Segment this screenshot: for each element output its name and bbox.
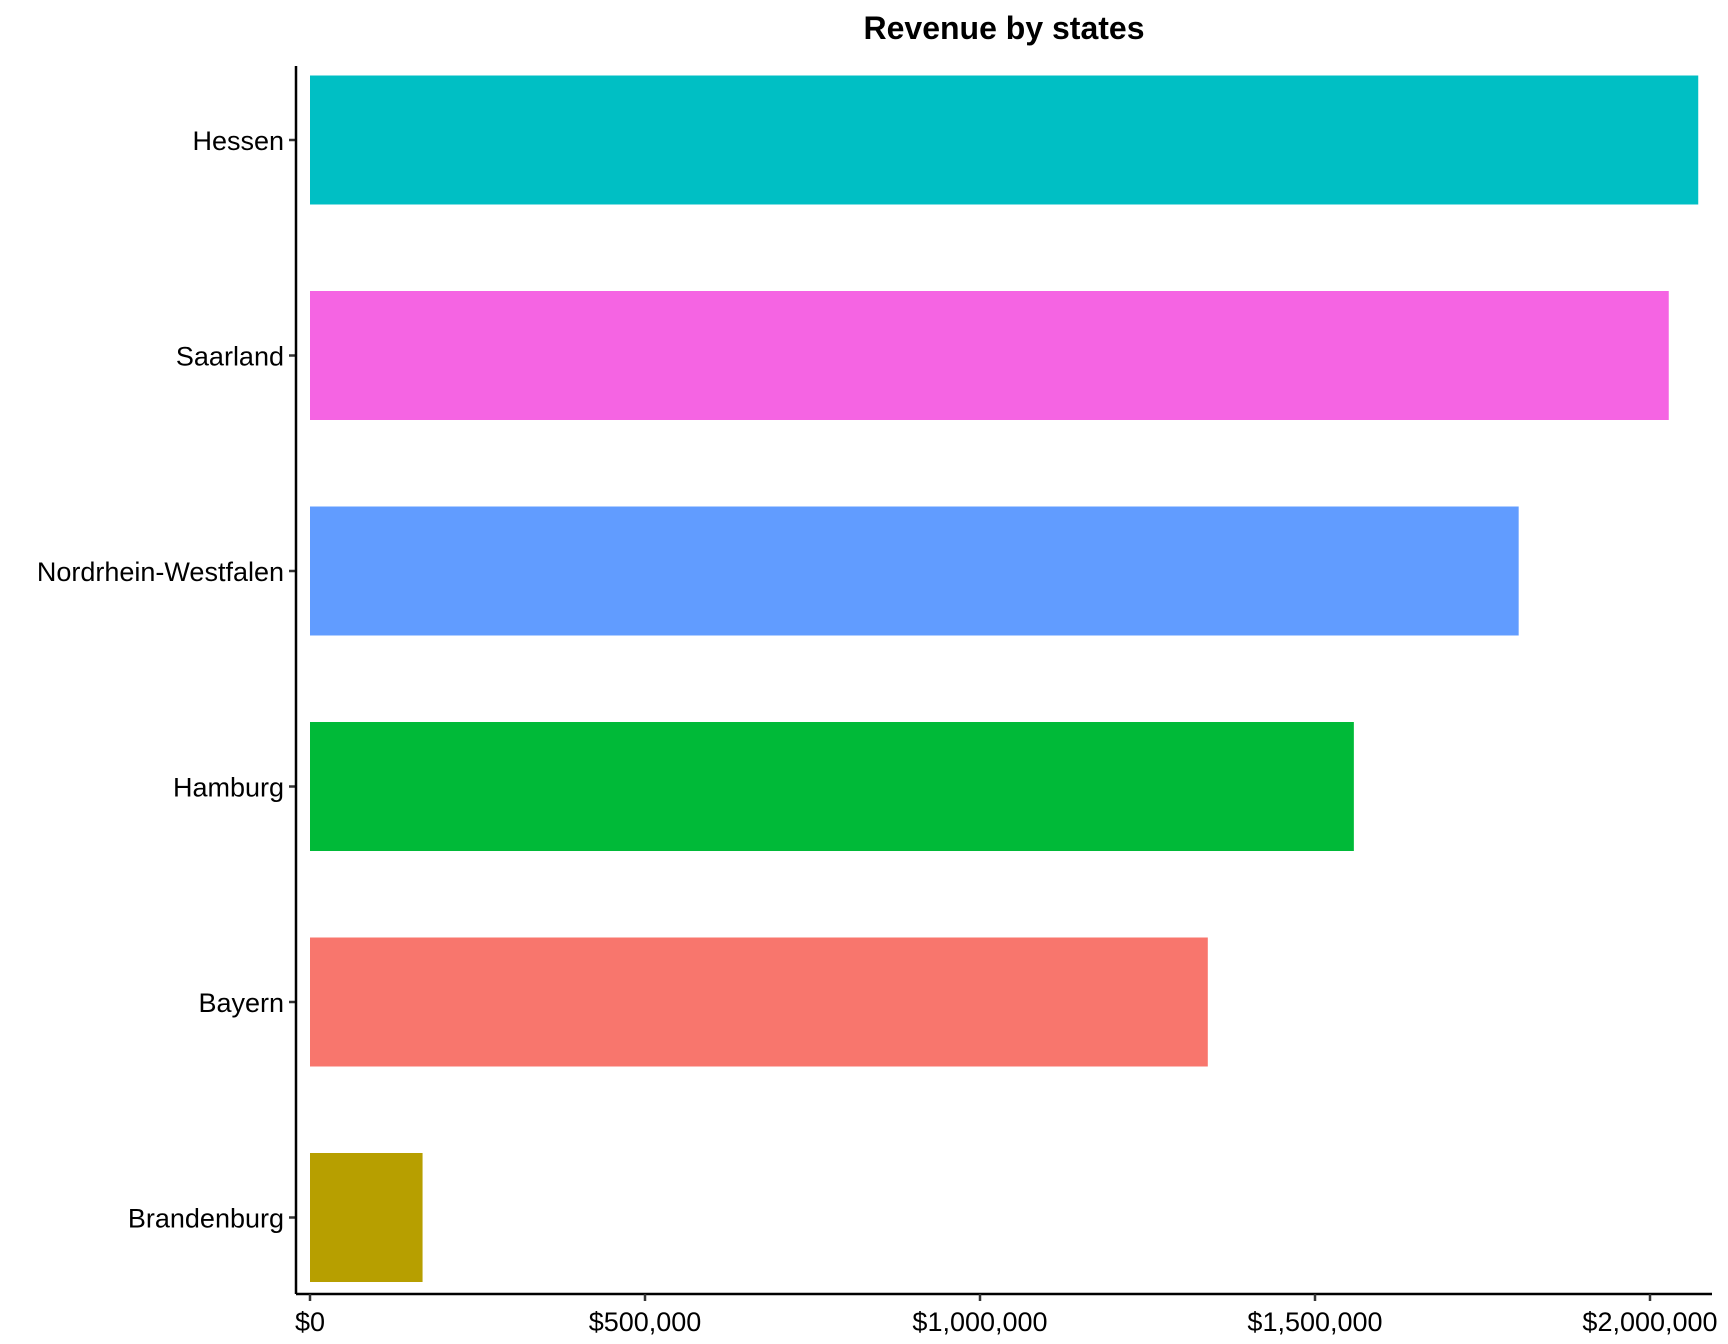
bar-brandenburg (310, 1153, 423, 1282)
bars-layer (310, 75, 1699, 1282)
y-axis: Hessen Saarland Nordrhein-Westfalen Hamburg… (37, 66, 298, 1294)
x-tick-label: $500,000 (589, 1307, 702, 1337)
x-tick-label: $2,000,000 (1582, 1307, 1717, 1337)
bar-saarland (310, 291, 1669, 420)
x-tick-label: $1,000,000 (912, 1307, 1047, 1337)
y-tick-label-hamburg: Hamburg (173, 773, 284, 803)
y-tick-label-bayern: Bayern (198, 988, 284, 1018)
y-tick-label-nordrhein-westfalen: Nordrhein-Westfalen (37, 557, 284, 587)
y-tick-label-hessen: Hessen (192, 126, 284, 156)
x-tick-label: $1,500,000 (1247, 1307, 1382, 1337)
bar-bayern (310, 937, 1208, 1067)
bar-hamburg (310, 722, 1354, 851)
y-tick-label-saarland: Saarland (176, 342, 284, 372)
bar-nordrhein-westfalen (310, 506, 1519, 636)
chart-title: Revenue by states (863, 10, 1144, 46)
x-axis: $0 $500,000 $1,000,000 $1,500,000 $2,000,000 (295, 1292, 1718, 1337)
x-tick-label: $0 (295, 1307, 325, 1337)
bar-hessen (310, 75, 1699, 205)
y-tick-label-brandenburg: Brandenburg (128, 1204, 284, 1234)
